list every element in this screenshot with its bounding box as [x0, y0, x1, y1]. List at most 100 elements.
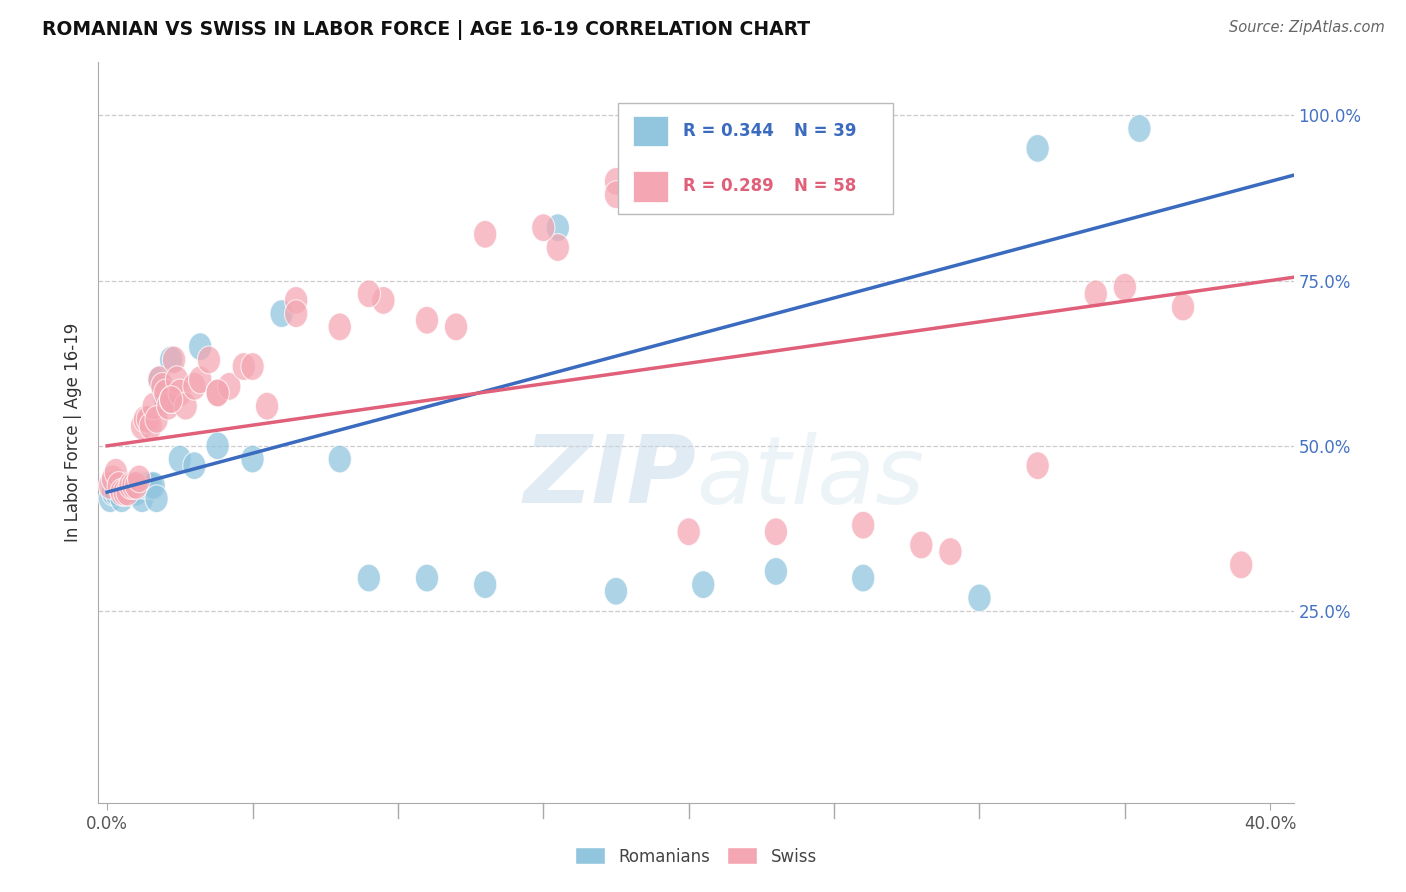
- Ellipse shape: [765, 518, 787, 546]
- Ellipse shape: [118, 472, 142, 500]
- Ellipse shape: [98, 485, 122, 513]
- Ellipse shape: [1084, 280, 1108, 308]
- Ellipse shape: [284, 286, 308, 314]
- Ellipse shape: [605, 168, 627, 195]
- Ellipse shape: [169, 445, 191, 473]
- Ellipse shape: [415, 306, 439, 334]
- Ellipse shape: [546, 214, 569, 242]
- Ellipse shape: [115, 472, 139, 500]
- Ellipse shape: [134, 472, 156, 500]
- Ellipse shape: [1026, 135, 1049, 162]
- Ellipse shape: [139, 472, 162, 500]
- Ellipse shape: [104, 478, 128, 506]
- Ellipse shape: [910, 531, 934, 559]
- Y-axis label: In Labor Force | Age 16-19: In Labor Force | Age 16-19: [65, 323, 83, 542]
- Ellipse shape: [98, 472, 122, 500]
- Ellipse shape: [1171, 293, 1195, 321]
- Ellipse shape: [207, 379, 229, 407]
- Ellipse shape: [474, 571, 496, 599]
- Ellipse shape: [101, 472, 125, 500]
- Text: R = 0.289: R = 0.289: [683, 178, 773, 195]
- Ellipse shape: [207, 379, 229, 407]
- Ellipse shape: [107, 472, 131, 500]
- Ellipse shape: [145, 485, 169, 513]
- Ellipse shape: [101, 478, 125, 506]
- Ellipse shape: [183, 373, 207, 401]
- Ellipse shape: [852, 511, 875, 539]
- Ellipse shape: [474, 220, 496, 248]
- Ellipse shape: [148, 366, 172, 393]
- Ellipse shape: [197, 346, 221, 374]
- Ellipse shape: [112, 478, 136, 506]
- Ellipse shape: [131, 485, 153, 513]
- Text: ROMANIAN VS SWISS IN LABOR FORCE | AGE 16-19 CORRELATION CHART: ROMANIAN VS SWISS IN LABOR FORCE | AGE 1…: [42, 20, 810, 39]
- Ellipse shape: [112, 478, 136, 506]
- Ellipse shape: [125, 478, 148, 506]
- Ellipse shape: [357, 564, 381, 592]
- Bar: [633, 116, 668, 146]
- Ellipse shape: [546, 234, 569, 261]
- Ellipse shape: [110, 485, 134, 513]
- Ellipse shape: [357, 280, 381, 308]
- Ellipse shape: [153, 385, 177, 414]
- Ellipse shape: [156, 392, 180, 420]
- Ellipse shape: [218, 373, 240, 401]
- Ellipse shape: [125, 472, 148, 500]
- Ellipse shape: [128, 472, 150, 500]
- Text: N = 39: N = 39: [794, 122, 856, 140]
- Ellipse shape: [232, 352, 256, 380]
- Legend: Romanians, Swiss: Romanians, Swiss: [568, 840, 824, 872]
- Ellipse shape: [145, 406, 169, 434]
- Ellipse shape: [128, 465, 150, 492]
- Ellipse shape: [1026, 451, 1049, 480]
- Ellipse shape: [531, 214, 555, 242]
- Ellipse shape: [240, 445, 264, 473]
- Bar: [633, 171, 668, 202]
- Ellipse shape: [136, 472, 159, 500]
- Ellipse shape: [270, 300, 294, 327]
- Text: atlas: atlas: [696, 432, 924, 523]
- Ellipse shape: [148, 366, 172, 393]
- Ellipse shape: [939, 538, 962, 566]
- Ellipse shape: [605, 577, 627, 605]
- Ellipse shape: [240, 352, 264, 380]
- Ellipse shape: [142, 392, 166, 420]
- Ellipse shape: [122, 472, 145, 500]
- Ellipse shape: [967, 584, 991, 612]
- Ellipse shape: [444, 313, 468, 341]
- Ellipse shape: [174, 392, 197, 420]
- Ellipse shape: [104, 458, 128, 486]
- Ellipse shape: [1230, 551, 1253, 579]
- Ellipse shape: [328, 313, 352, 341]
- Ellipse shape: [166, 366, 188, 393]
- Ellipse shape: [162, 346, 186, 374]
- Ellipse shape: [1114, 273, 1136, 301]
- Ellipse shape: [765, 558, 787, 585]
- Ellipse shape: [188, 366, 212, 393]
- Ellipse shape: [284, 300, 308, 327]
- Text: ZIP: ZIP: [523, 431, 696, 523]
- Ellipse shape: [101, 465, 125, 492]
- Ellipse shape: [852, 564, 875, 592]
- Ellipse shape: [134, 406, 156, 434]
- Ellipse shape: [1128, 115, 1152, 143]
- Text: Source: ZipAtlas.com: Source: ZipAtlas.com: [1229, 20, 1385, 35]
- Ellipse shape: [136, 406, 159, 434]
- Ellipse shape: [122, 472, 145, 500]
- Ellipse shape: [115, 478, 139, 506]
- Ellipse shape: [139, 412, 162, 440]
- Ellipse shape: [107, 472, 131, 500]
- Ellipse shape: [371, 286, 395, 314]
- Ellipse shape: [256, 392, 278, 420]
- Ellipse shape: [678, 518, 700, 546]
- Ellipse shape: [110, 478, 134, 506]
- Ellipse shape: [118, 478, 142, 506]
- Ellipse shape: [142, 472, 166, 500]
- Ellipse shape: [328, 445, 352, 473]
- Text: R = 0.344: R = 0.344: [683, 122, 773, 140]
- Ellipse shape: [692, 571, 714, 599]
- Ellipse shape: [131, 412, 153, 440]
- Ellipse shape: [169, 379, 191, 407]
- Ellipse shape: [159, 385, 183, 414]
- Ellipse shape: [207, 432, 229, 459]
